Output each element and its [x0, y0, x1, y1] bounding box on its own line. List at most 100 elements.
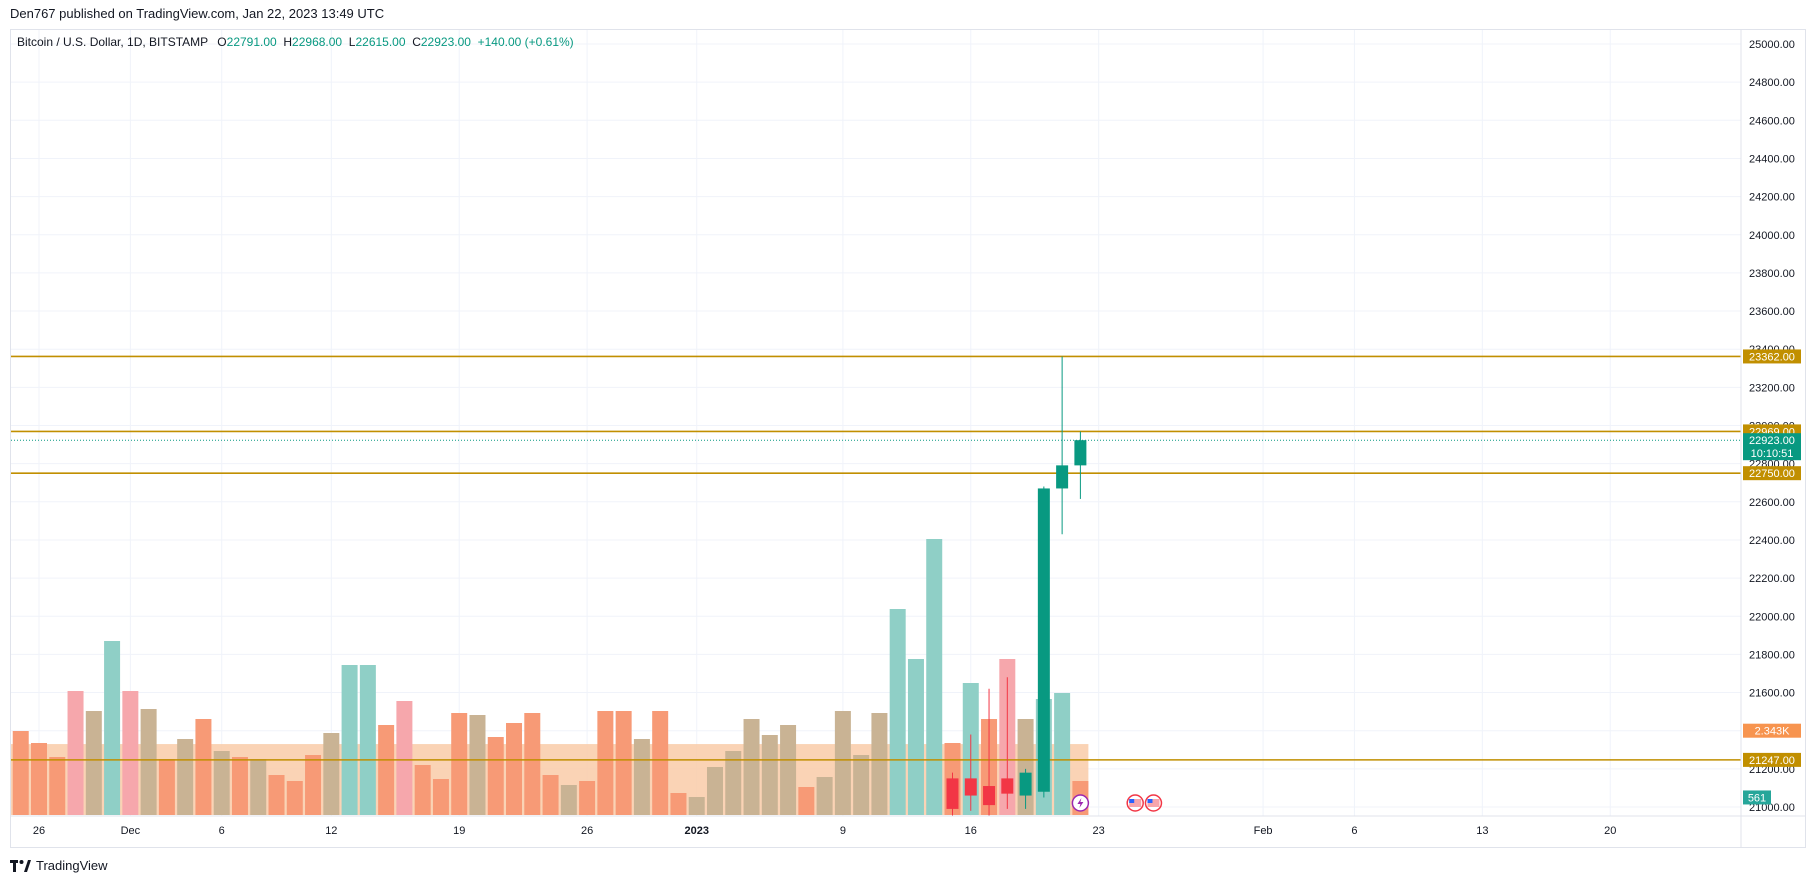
price-tick-label: 24600.00: [1749, 115, 1795, 127]
time-tick-label: 26: [581, 825, 593, 837]
price-tick-label: 21000.00: [1749, 802, 1795, 814]
volume-bar: [286, 781, 303, 815]
price-badge-last: [1743, 433, 1801, 448]
volume-bar: [1054, 693, 1071, 815]
price-badge-text: 561: [1748, 792, 1766, 804]
chart-container[interactable]: 25000.00 24800.00 24600.00 24400.00 24200.00…: [10, 29, 1806, 848]
price-tick-label: 23200.00: [1749, 382, 1795, 394]
volume-bar: [396, 701, 413, 815]
price-tick-label: 23600.00: [1749, 306, 1795, 318]
volume-bar: [250, 759, 267, 815]
time-tick-label: Feb: [1254, 825, 1273, 837]
price-badge-text: 2.343K: [1755, 726, 1791, 738]
price-badge-text: 22750.00: [1749, 468, 1795, 480]
volume-bar: [688, 797, 705, 815]
price-badge-text: 21247.00: [1749, 755, 1795, 767]
volume-bar: [816, 777, 833, 815]
volume-bar: [213, 751, 230, 815]
time-tick-label: 12: [325, 825, 337, 837]
price-tick-label: 22600.00: [1749, 497, 1795, 509]
volume-bar: [560, 785, 577, 815]
volume-bar: [122, 691, 139, 815]
volume-bar: [798, 787, 815, 815]
volume-bar: [305, 755, 322, 815]
volume-bar: [579, 781, 596, 815]
price-tick-label: 21800.00: [1749, 649, 1795, 661]
price-tick-label: 24800.00: [1749, 77, 1795, 89]
tradingview-brand: TradingView: [36, 858, 108, 873]
candle-body-up: [1037, 488, 1050, 792]
price-tick-label: 24000.00: [1749, 230, 1795, 242]
price-tick-label: 22000.00: [1749, 611, 1795, 623]
volume-bar: [706, 767, 723, 815]
volume-bar: [615, 711, 632, 815]
volume-bar: [49, 757, 66, 815]
price-tick-label: 22400.00: [1749, 535, 1795, 547]
volume-bar: [268, 775, 285, 815]
volume-bar: [195, 719, 212, 815]
volume-bar: [907, 659, 924, 815]
us-flag-icon: [1144, 794, 1163, 812]
volume-bar: [432, 779, 449, 815]
candle-body-up: [1074, 440, 1087, 466]
time-tick-label: 20: [1604, 825, 1616, 837]
volume-bar: [67, 691, 84, 815]
lightning-icon: [1071, 794, 1090, 812]
volume-bar: [926, 539, 943, 815]
price-badge-text: 10:10:51: [1751, 448, 1794, 460]
price-badge-level: [1743, 349, 1801, 364]
tradingview-logo[interactable]: TradingView: [10, 858, 108, 873]
flag-icon-canton: [1147, 799, 1153, 803]
candle-body-up: [1056, 465, 1069, 489]
flag-icon-stripes: [1147, 799, 1160, 807]
time-tick-label: 9: [840, 825, 846, 837]
volume-bar: [889, 609, 906, 815]
candle-body-down: [983, 786, 996, 806]
price-badge-countdown: [1743, 446, 1801, 461]
publish-info: Den767 published on TradingView.com, Jan…: [10, 6, 385, 21]
price-tick-label: 25000.00: [1749, 39, 1795, 51]
time-tick-label: 6: [219, 825, 225, 837]
volume-bar: [469, 715, 486, 815]
flag-icon-stripes: [1129, 799, 1142, 807]
price-tick-label: 21600.00: [1749, 688, 1795, 700]
volume-bar: [158, 759, 175, 815]
time-tick-label: 6: [1351, 825, 1357, 837]
volume-bar: [487, 737, 504, 815]
volume-bar: [85, 711, 102, 815]
price-badge-level: [1743, 752, 1801, 767]
time-tick-label: 13: [1476, 825, 1488, 837]
price-tick-label: 23800.00: [1749, 268, 1795, 280]
volume-bar: [725, 751, 742, 815]
volume-bar: [743, 719, 760, 815]
volume-bar: [323, 733, 340, 815]
volume-bar: [761, 735, 778, 815]
volume-bar: [524, 713, 541, 815]
volume-bar: [359, 665, 376, 815]
volume-bar: [871, 713, 888, 815]
price-badge-volume_ma: [1743, 723, 1801, 738]
volume-bar: [451, 713, 468, 815]
candle-body-up: [1019, 772, 1032, 796]
volume-bar: [652, 711, 669, 815]
volume-bar: [341, 665, 358, 815]
volume-bar: [834, 711, 851, 815]
volume-bar: [506, 723, 523, 815]
time-tick-label: 2023: [684, 825, 708, 837]
price-badge-text: 22923.00: [1749, 435, 1795, 447]
flag-icon-canton: [1129, 799, 1135, 803]
volume-bar: [542, 775, 559, 815]
us-flag-icon: [1126, 794, 1144, 812]
volume-bar: [31, 743, 47, 815]
price-tick-label: 22200.00: [1749, 573, 1795, 585]
volume-bar: [231, 757, 248, 815]
volume-bar: [12, 731, 29, 815]
price-badge-volume: [1743, 790, 1771, 805]
time-tick-label: 23: [1093, 825, 1105, 837]
time-tick-label: 16: [965, 825, 977, 837]
time-tick-label: Dec: [121, 825, 141, 837]
price-chart[interactable]: 25000.00 24800.00 24600.00 24400.00 24200.00…: [11, 30, 1805, 847]
volume-bar: [633, 739, 650, 815]
volume-bar: [853, 755, 870, 815]
volume-bar: [140, 709, 157, 815]
